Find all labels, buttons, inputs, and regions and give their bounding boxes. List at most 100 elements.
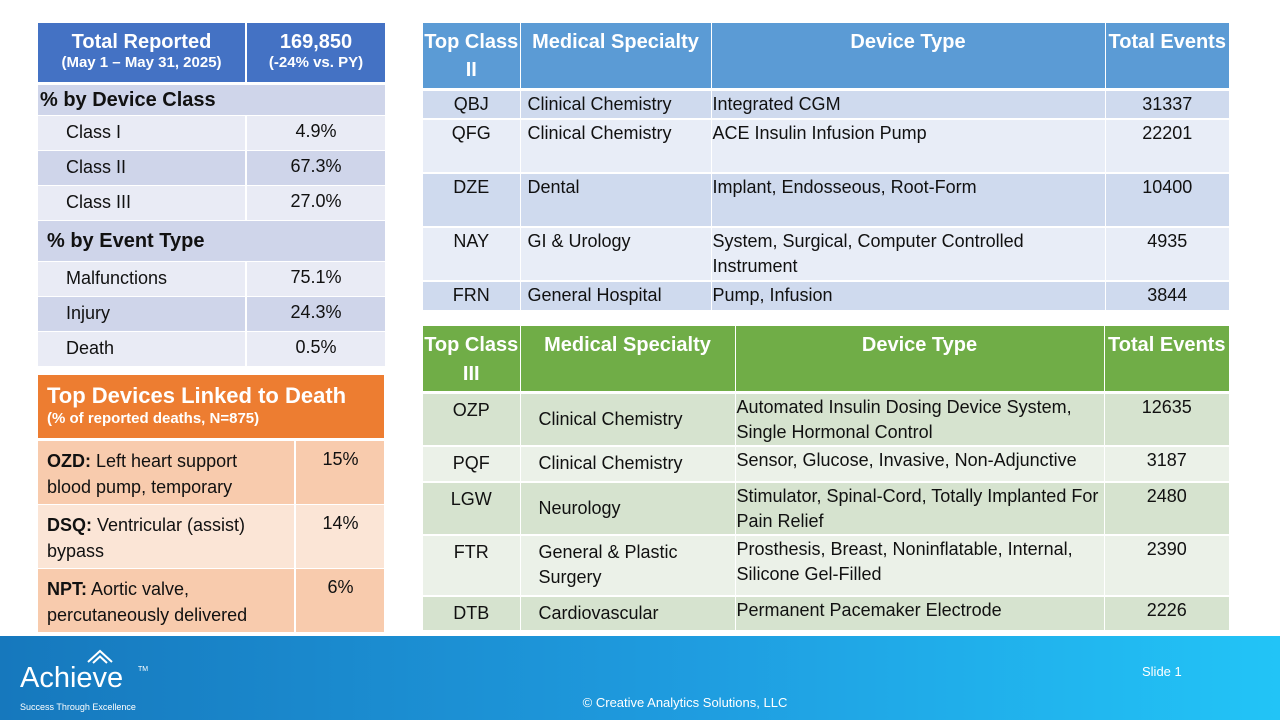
death-title: Top Devices Linked to Death	[47, 383, 347, 408]
total-events: 2390	[1104, 534, 1229, 597]
class-label: Class I	[38, 115, 247, 151]
total-value: 169,850	[279, 31, 353, 53]
death-device-code: OZD:	[47, 450, 91, 471]
specialty: Neurology	[520, 481, 736, 536]
specialty: Clinical Chemistry	[520, 392, 736, 447]
specialty: Clinical Chemistry	[520, 89, 712, 120]
total-events: 22201	[1105, 119, 1229, 174]
slide-number: Slide 1	[1142, 664, 1182, 679]
death-pct: 15%	[293, 439, 385, 505]
table-row: DTB Cardiovascular Permanent Pacemaker E…	[423, 595, 1229, 632]
class3-header-events: Total Events	[1104, 326, 1229, 394]
table-row: FTR General & Plastic Surgery Prosthesis…	[423, 534, 1229, 597]
total-events: 10400	[1105, 173, 1229, 228]
product-code: FTR	[423, 534, 521, 597]
class-row: Class I 4.9%	[38, 115, 385, 151]
class-row: Class II 67.3%	[38, 150, 385, 186]
class2-header-code: Top Class II	[423, 23, 521, 91]
class-value: 67.3%	[246, 150, 385, 186]
total-value-header: 169,850 (-24% vs. PY)	[246, 23, 385, 85]
total-events: 2226	[1104, 595, 1229, 632]
death-row: NPT: Aortic valve, percutaneously delive…	[38, 568, 385, 633]
product-code: DZE	[423, 173, 521, 228]
footer-bar: Achieve TM Success Through Excellence Sl…	[0, 636, 1280, 720]
death-row: DSQ: Ventricular (assist) bypass 14%	[38, 504, 385, 569]
total-events: 3187	[1104, 445, 1229, 483]
device-type: Pump, Infusion	[711, 281, 1106, 312]
achieve-logo: Achieve TM Success Through Excellence	[20, 646, 160, 712]
table-row: FRN General Hospital Pump, Infusion 3844	[423, 281, 1229, 312]
achieve-chevron-icon	[87, 649, 113, 664]
device-type: Integrated CGM	[711, 89, 1106, 120]
death-device-desc: Left heart support blood pump, temporary	[47, 450, 238, 497]
event-row: Death 0.5%	[38, 331, 385, 367]
specialty: Dental	[520, 173, 712, 228]
product-code: NAY	[423, 227, 521, 282]
death-device: NPT: Aortic valve, percutaneously delive…	[38, 568, 295, 633]
device-type: Automated Insulin Dosing Device System, …	[735, 392, 1105, 447]
death-device-desc: Aortic valve, percutaneously delivered	[47, 578, 248, 625]
specialty: General Hospital	[520, 281, 712, 312]
logo-text: Achieve	[20, 662, 124, 694]
class-row: Class III 27.0%	[38, 185, 385, 221]
device-type: Sensor, Glucose, Invasive, Non-Adjunctiv…	[735, 445, 1105, 483]
product-code: QBJ	[423, 89, 521, 120]
product-code: FRN	[423, 281, 521, 312]
event-row: Injury 24.3%	[38, 296, 385, 332]
class-value: 4.9%	[246, 115, 385, 151]
device-type: Stimulator, Spinal-Cord, Totally Implant…	[735, 481, 1105, 536]
death-device-code: DSQ:	[47, 514, 92, 535]
copyright: © Creative Analytics Solutions, LLC	[582, 695, 788, 710]
class2-table: Top Class II Medical Specialty Device Ty…	[423, 23, 1229, 312]
class2-header-device: Device Type	[711, 23, 1106, 91]
product-code: QFG	[423, 119, 521, 174]
death-pct: 6%	[293, 568, 385, 633]
specialty: GI & Urology	[520, 227, 712, 282]
death-header: Top Devices Linked to Death (% of report…	[38, 375, 385, 441]
device-type: Permanent Pacemaker Electrode	[735, 595, 1105, 632]
table-row: LGW Neurology Stimulator, Spinal-Cord, T…	[423, 481, 1229, 536]
logo-tagline: Success Through Excellence	[20, 702, 136, 712]
total-change: (-24% vs. PY)	[268, 54, 364, 71]
product-code: LGW	[423, 481, 521, 536]
product-code: OZP	[423, 392, 521, 447]
class3-header-device: Device Type	[735, 326, 1105, 394]
total-events: 31337	[1105, 89, 1229, 120]
event-label: Injury	[38, 296, 247, 332]
event-label: Death	[38, 331, 247, 367]
device-type: System, Surgical, Computer Controlled In…	[711, 227, 1106, 282]
product-code: DTB	[423, 595, 521, 632]
total-events: 2480	[1104, 481, 1229, 536]
event-value: 0.5%	[246, 331, 385, 367]
table-row: NAY GI & Urology System, Surgical, Compu…	[423, 227, 1229, 282]
death-subtitle: (% of reported deaths, N=875)	[47, 410, 260, 427]
total-events: 4935	[1105, 227, 1229, 282]
death-device: DSQ: Ventricular (assist) bypass	[38, 504, 295, 569]
class3-header-specialty: Medical Specialty	[520, 326, 736, 394]
class2-header-events: Total Events	[1105, 23, 1229, 91]
total-reported-header: Total Reported (May 1 – May 31, 2025)	[38, 23, 247, 85]
device-type: ACE Insulin Infusion Pump	[711, 119, 1106, 174]
device-class-section-label: % by Device Class	[38, 83, 385, 116]
specialty: General & Plastic Surgery	[520, 534, 736, 597]
death-device-code: NPT:	[47, 578, 87, 599]
table-row: PQF Clinical Chemistry Sensor, Glucose, …	[423, 445, 1229, 483]
specialty: Clinical Chemistry	[520, 445, 736, 483]
death-device: OZD: Left heart support blood pump, temp…	[38, 439, 295, 505]
class2-header-specialty: Medical Specialty	[520, 23, 712, 91]
product-code: PQF	[423, 445, 521, 483]
death-devices-table: Top Devices Linked to Death (% of report…	[38, 375, 385, 633]
total-reported-title: Total Reported	[71, 31, 212, 53]
total-events: 3844	[1105, 281, 1229, 312]
device-type: Prosthesis, Breast, Noninflatable, Inter…	[735, 534, 1105, 597]
logo-trademark: TM	[138, 666, 149, 673]
class-label: Class II	[38, 150, 247, 186]
death-pct: 14%	[293, 504, 385, 569]
table-row: DZE Dental Implant, Endosseous, Root-For…	[423, 173, 1229, 228]
death-device-desc: Ventricular (assist) bypass	[47, 514, 246, 561]
specialty: Clinical Chemistry	[520, 119, 712, 174]
total-events: 12635	[1104, 392, 1229, 447]
summary-table: Total Reported (May 1 – May 31, 2025) 16…	[38, 23, 385, 367]
event-value: 24.3%	[246, 296, 385, 332]
event-row: Malfunctions 75.1%	[38, 261, 385, 297]
